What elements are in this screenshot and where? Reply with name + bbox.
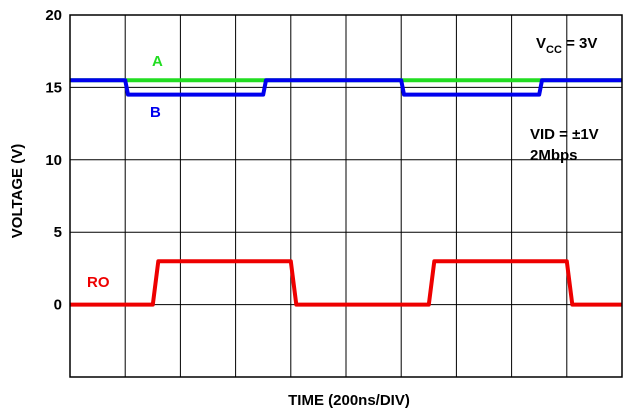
vcc-symbol: V [536, 35, 546, 52]
y-tick-label: 15 [45, 79, 62, 96]
series-ro-label: RO [87, 274, 110, 291]
y-tick-labels: 20 15 10 5 0 [45, 7, 62, 314]
vcc-subscript: CC [546, 44, 562, 56]
y-axis-title: VOLTAGE (V) [9, 144, 26, 238]
series-a-label: A [152, 53, 163, 70]
y-tick-label: 0 [54, 297, 62, 314]
series-layer [70, 78, 622, 307]
y-tick-label: 5 [54, 224, 62, 241]
vcc-annotation: VCC = 3V [536, 35, 597, 56]
rate-annotation: 2Mbps [530, 147, 578, 164]
y-tick-label: 20 [45, 7, 62, 24]
series-line-b [70, 78, 622, 97]
series-b-label: B [150, 104, 161, 121]
vid-annotation: VID = ±1V [530, 126, 599, 143]
plot-frame [69, 14, 623, 378]
series-line-ro [70, 259, 622, 307]
y-tick-label: 10 [45, 152, 62, 169]
vcc-value: = 3V [562, 35, 597, 52]
x-axis-title: TIME (200ns/DIV) [288, 392, 410, 409]
